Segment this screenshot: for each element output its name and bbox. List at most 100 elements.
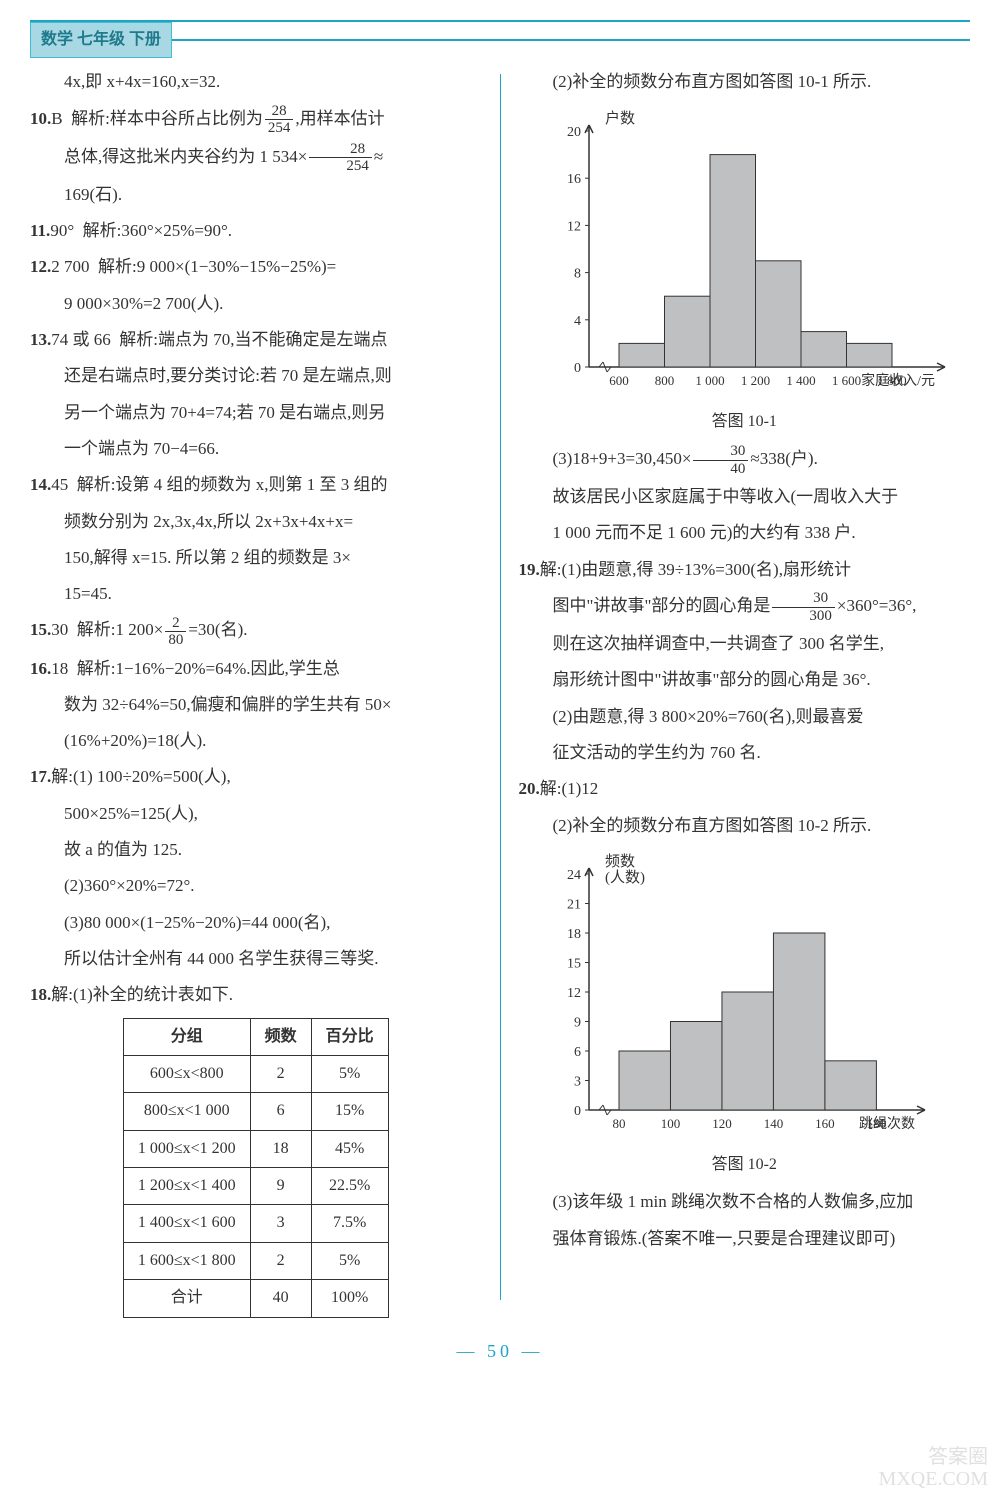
table-cell: 合计 [123,1280,250,1317]
frequency-table: 分组 频数 百分比 600≤x<80025%800≤x<1 000615%1 0… [123,1018,389,1318]
svg-text:0: 0 [574,361,581,376]
q19-l1: 19.解:(1)由题意,得 39÷13%=300(名),扇形统计 [519,554,971,586]
q10-line3: 169(石). [30,179,482,211]
table-row: 1 600≤x<1 80025% [123,1242,388,1279]
left-column: 4x,即 x+4x=160,x=32. 10.B 解析:样本中谷所占比例为282… [30,66,482,1323]
svg-text:0: 0 [574,1104,581,1119]
svg-text:户数: 户数 [605,110,635,127]
svg-text:15: 15 [567,956,581,971]
q10-line2: 总体,得这批米内夹谷约为 1 534×28254≈ [30,141,482,175]
table-cell: 5% [311,1055,388,1092]
svg-text:160: 160 [815,1116,835,1131]
r-p3: 故该居民小区家庭属于中等收入(一周收入大于 [519,481,971,513]
table-cell: 3 [250,1205,311,1242]
table-row: 800≤x<1 000615% [123,1093,388,1130]
table-cell: 1 200≤x<1 400 [123,1168,250,1205]
table-cell: 800≤x<1 000 [123,1093,250,1130]
q14-l4: 15=45. [30,578,482,610]
table-cell: 1 400≤x<1 600 [123,1205,250,1242]
t: ≈ [374,147,383,166]
watermark: 答案圈 MXQE.COM [879,1446,988,1490]
page-footer: — 50 — [0,1334,1000,1368]
header-title: 数学 七年级 下册 [30,22,172,58]
q17-l5: (3)80 000×(1−25%−20%)=44 000(名), [30,907,482,939]
svg-text:1 200: 1 200 [740,373,769,388]
q11: 11.90° 解析:360°×25%=90°. [30,215,482,247]
svg-text:600: 600 [609,373,629,388]
fraction: 28254 [309,141,372,175]
chart-1-caption: 答图 10-1 [519,407,971,437]
column-divider [500,74,501,1299]
svg-text:12: 12 [567,986,581,1001]
table-row: 1 400≤x<1 60037.5% [123,1205,388,1242]
q19-l5: (2)由题意,得 3 800×20%=760(名),则最喜爱 [519,701,971,733]
q13-l3: 另一个端点为 70+4=74;若 70 是右端点,则另 [30,397,482,429]
svg-text:3: 3 [574,1074,581,1089]
page-header: 数学 七年级 下册 [30,22,970,58]
th: 频数 [250,1018,311,1055]
r-p2: (3)18+9+3=30,450×3040≈338(户). [519,443,971,477]
svg-text:1 400: 1 400 [786,373,815,388]
r-p1: (2)补全的频数分布直方图如答图 10-1 所示. [519,66,971,98]
table-cell: 7.5% [311,1205,388,1242]
svg-text:频数: 频数 [605,853,635,870]
svg-text:140: 140 [763,1116,783,1131]
table-cell: 22.5% [311,1168,388,1205]
svg-text:1 000: 1 000 [695,373,724,388]
q19-l6: 征文活动的学生约为 760 名. [519,737,971,769]
q19-l3: 则在这次抽样调查中,一共调查了 300 名学生, [519,628,971,660]
q14-l1: 14.45 解析:设第 4 组的频数为 x,则第 1 至 3 组的 [30,469,482,501]
q12-l2: 9 000×30%=2 700(人). [30,288,482,320]
table-cell: 40 [250,1280,311,1317]
right-column: (2)补全的频数分布直方图如答图 10-1 所示. 户数048121620600… [519,66,971,1323]
svg-text:跳绳次数: 跳绳次数 [859,1116,915,1132]
svg-text:家庭收入/元: 家庭收入/元 [861,372,935,389]
th: 分组 [123,1018,250,1055]
q16-l1: 16.18 解析:1−16%−20%=64%.因此,学生总 [30,653,482,685]
q16-l2: 数为 32÷64%=50,偏瘦和偏胖的学生共有 50× [30,689,482,721]
chart-1-wrap: 户数0481216206008001 0001 2001 4001 6001 8… [519,107,971,437]
table-cell: 6 [250,1093,311,1130]
table-cell: 2 [250,1055,311,1092]
q17-l2: 500×25%=125(人), [30,798,482,830]
table-cell: 2 [250,1242,311,1279]
label: 解析: [71,109,110,128]
q13-l1: 13.74 或 66 解析:端点为 70,当不能确定是左端点 [30,324,482,356]
table-cell: 45% [311,1130,388,1167]
svg-text:800: 800 [654,373,674,388]
table-cell: 18 [250,1130,311,1167]
svg-text:100: 100 [660,1116,680,1131]
table-row: 1 000≤x<1 2001845% [123,1130,388,1167]
q17-l1: 17.解:(1) 100÷20%=500(人), [30,761,482,793]
q20-l2: (2)补全的频数分布直方图如答图 10-2 所示. [519,810,971,842]
svg-text:6: 6 [574,1045,581,1060]
svg-text:12: 12 [567,219,581,234]
table-row: 1 200≤x<1 400922.5% [123,1168,388,1205]
table-header-row: 分组 频数 百分比 [123,1018,388,1055]
svg-text:8: 8 [574,266,581,281]
q14-l3: 150,解得 x=15. 所以第 2 组的频数是 3× [30,542,482,574]
qnum: 10. [30,109,51,128]
q17-l3: 故 a 的值为 125. [30,834,482,866]
svg-text:(人数): (人数) [605,869,645,886]
q17-l4: (2)360°×20%=72°. [30,870,482,902]
content-columns: 4x,即 x+4x=160,x=32. 10.B 解析:样本中谷所占比例为282… [0,66,1000,1323]
line: 4x,即 x+4x=160,x=32. [30,66,482,98]
chart-2: 频数(人数)0369121518212480100120140160180跳绳次… [519,850,939,1150]
svg-text:1 600: 1 600 [831,373,860,388]
svg-text:16: 16 [567,172,581,187]
table-cell: 600≤x<800 [123,1055,250,1092]
q10-line1: 10.B 解析:样本中谷所占比例为28254,用样本估计 [30,103,482,137]
q15: 15.30 解析:1 200×280=30(名). [30,614,482,648]
table-cell: 9 [250,1168,311,1205]
r-p6: 强体育锻炼.(答案不唯一,只要是合理建议即可) [519,1223,971,1255]
ans: B [51,109,62,128]
q17-l6: 所以估计全州有 44 000 名学生获得三等奖. [30,943,482,975]
watermark-line1: 答案圈 [879,1446,988,1468]
svg-text:9: 9 [574,1015,581,1030]
r-p5: (3)该年级 1 min 跳绳次数不合格的人数偏多,应加 [519,1186,971,1218]
svg-text:20: 20 [567,125,581,140]
svg-text:80: 80 [612,1116,625,1131]
table-cell: 15% [311,1093,388,1130]
q20-l1: 20.解:(1)12 [519,773,971,805]
